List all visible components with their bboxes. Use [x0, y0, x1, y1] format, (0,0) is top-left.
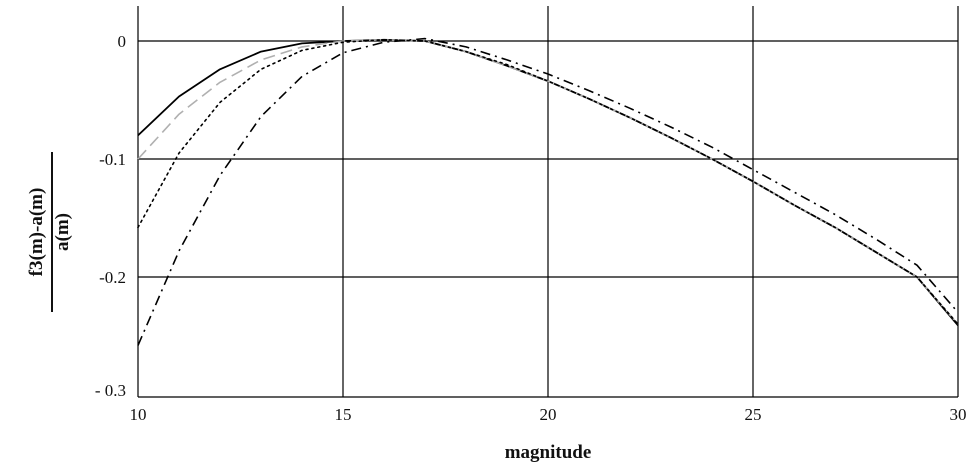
series-line-dashed	[137, 39, 959, 325]
tick-labels: 10 15 20 25 30 0 -0.1 -0.2 - 0.3	[95, 32, 967, 424]
series-line-dashdot	[137, 37, 959, 346]
y-tick-label: - 0.3	[95, 381, 126, 400]
x-tick-label: 15	[335, 405, 352, 424]
y-tick-label: -0.2	[99, 268, 126, 287]
x-axis-title: magnitude	[505, 442, 592, 463]
x-tick-label: 30	[950, 405, 967, 424]
series-line-dotted	[137, 39, 959, 325]
x-tick-label: 10	[130, 405, 147, 424]
y-axis-title-numerator: f3(m)-a(m)	[26, 188, 47, 277]
series-layer	[137, 37, 959, 346]
y-tick-label: 0	[118, 32, 127, 51]
y-tick-label: -0.1	[99, 150, 126, 169]
y-axis-title: f3(m)-a(m) a(m)	[26, 152, 73, 312]
grid	[137, 6, 959, 398]
y-axis-title-denominator: a(m)	[52, 213, 73, 251]
x-tick-label: 25	[745, 405, 762, 424]
x-tick-label: 20	[540, 405, 557, 424]
